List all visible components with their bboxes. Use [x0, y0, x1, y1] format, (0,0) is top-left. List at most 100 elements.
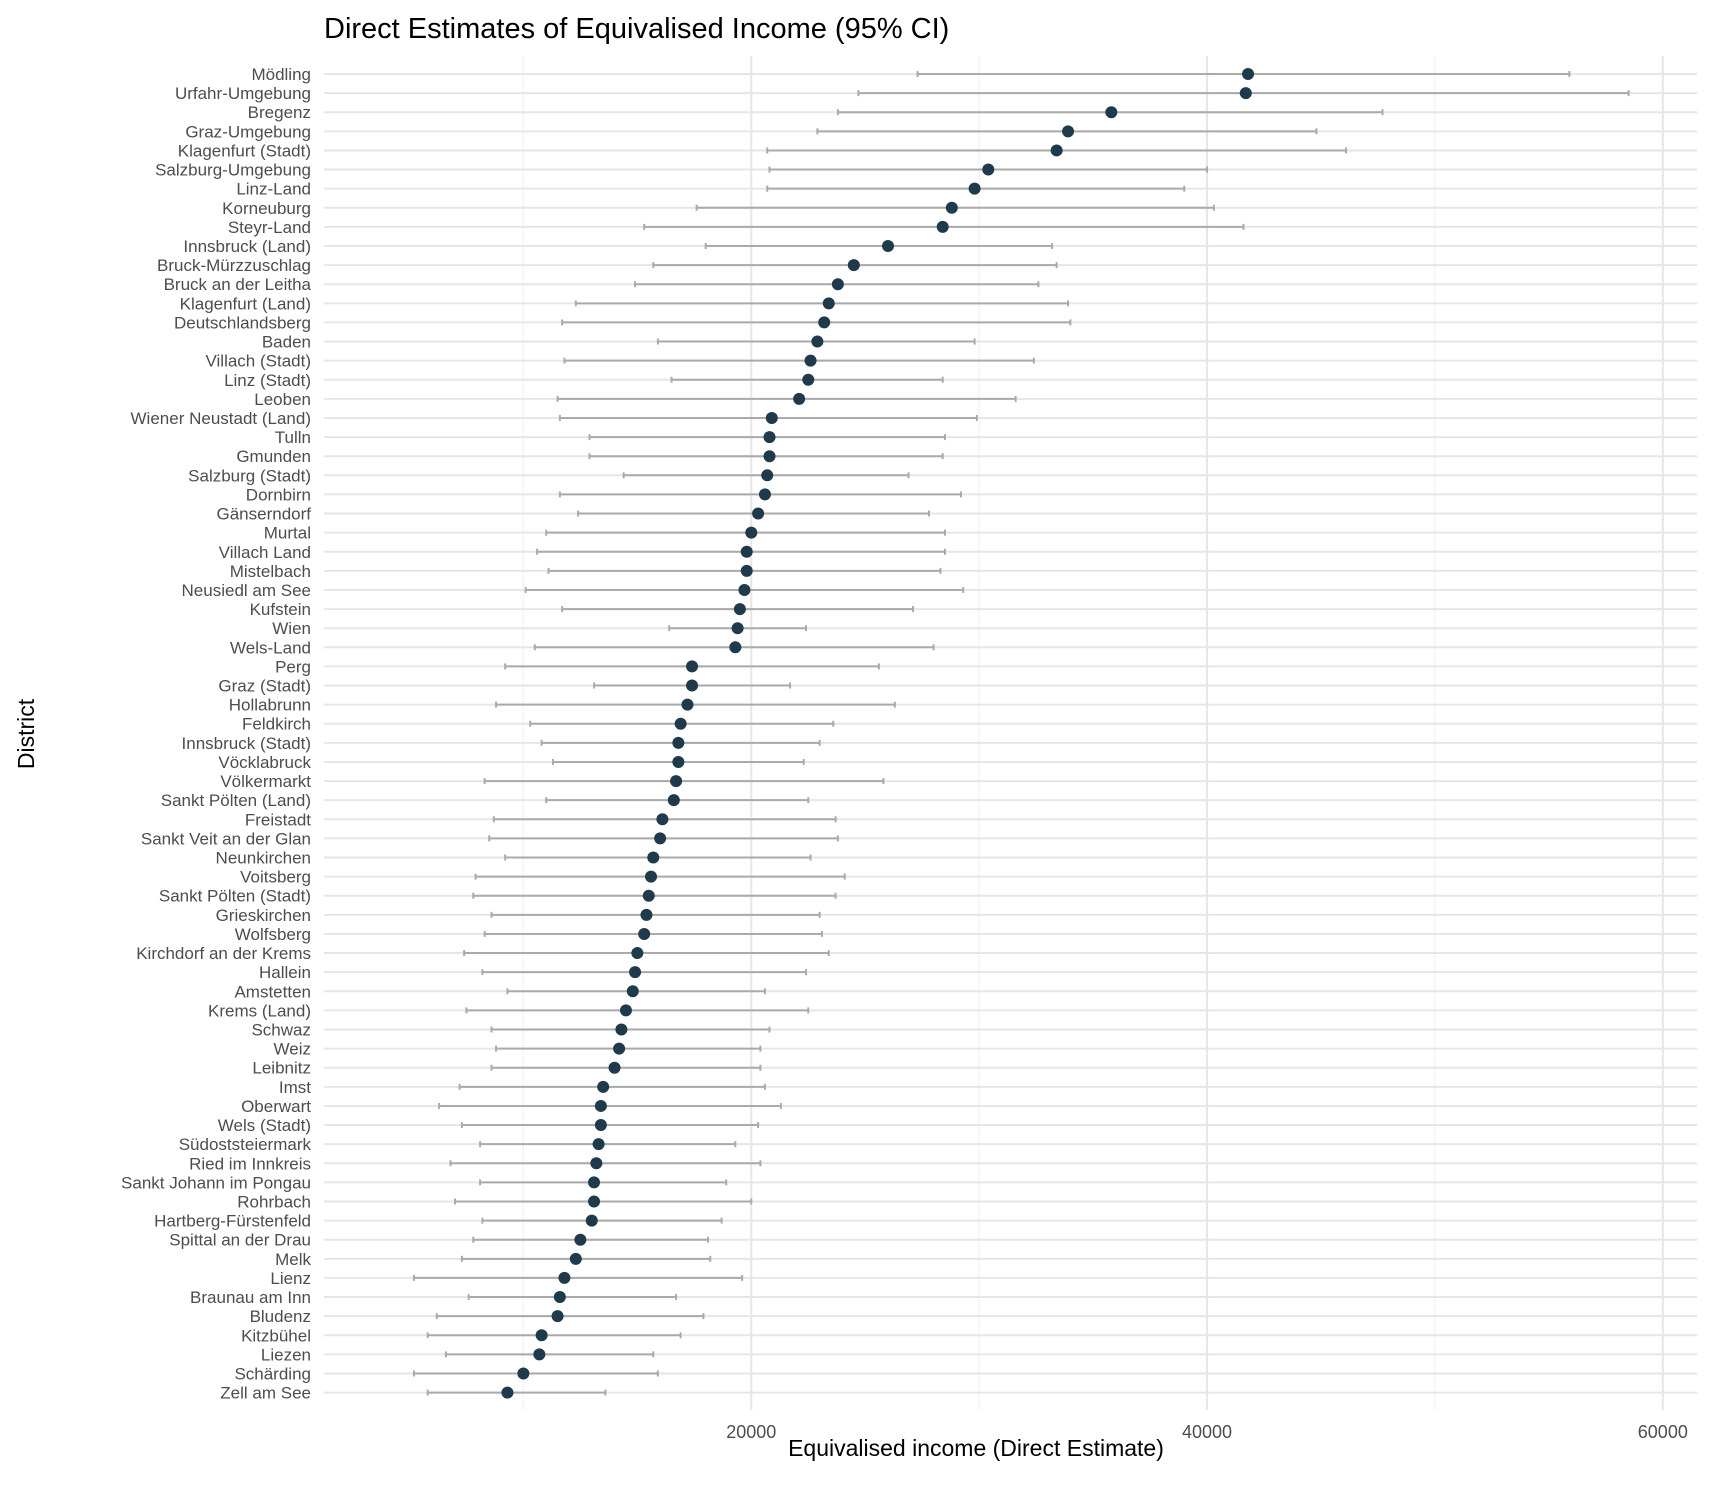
- estimate-point: [674, 717, 687, 730]
- estimate-point: [1062, 125, 1075, 138]
- y-tick-label: Salzburg-Umgebung: [155, 161, 311, 180]
- x-tick-label: 60000: [1638, 1422, 1688, 1442]
- y-axis-tick-labels: MödlingUrfahr-UmgebungBregenzGraz-Umgebu…: [121, 65, 312, 1403]
- estimate-point: [613, 1042, 626, 1055]
- estimate-point: [594, 1099, 607, 1112]
- estimate-point: [588, 1195, 601, 1208]
- y-tick-label: Tulln: [275, 428, 311, 447]
- y-tick-label: Kufstein: [250, 600, 311, 619]
- y-tick-label: Zell am See: [220, 1384, 311, 1403]
- estimate-point: [686, 660, 699, 673]
- y-tick-label: Schärding: [234, 1364, 311, 1383]
- y-tick-label: Villach (Stadt): [205, 352, 311, 371]
- x-axis-tick-labels: 20000 40000 60000: [726, 1422, 1688, 1442]
- y-tick-label: Hartberg-Fürstenfeld: [154, 1212, 311, 1231]
- y-tick-label: Sankt Veit an der Glan: [141, 829, 311, 848]
- y-tick-label: Gmunden: [236, 447, 311, 466]
- y-tick-label: Voitsberg: [240, 868, 311, 887]
- estimate-point: [761, 469, 774, 482]
- y-tick-label: Schwaz: [251, 1021, 311, 1040]
- estimate-point: [672, 736, 685, 749]
- chart-title: Direct Estimates of Equivalised Income (…: [324, 13, 949, 45]
- estimate-point: [594, 1119, 607, 1132]
- estimate-point: [558, 1271, 571, 1284]
- estimate-point: [763, 450, 776, 463]
- estimate-point: [638, 927, 651, 940]
- x-tick-label: 20000: [726, 1422, 776, 1442]
- estimate-point: [733, 603, 746, 616]
- estimate-point: [681, 698, 694, 711]
- estimate-point: [647, 851, 660, 864]
- estimate-point: [631, 947, 644, 960]
- estimate-point: [982, 163, 995, 176]
- estimate-point: [831, 278, 844, 291]
- y-axis-title: District: [13, 698, 39, 769]
- estimate-point: [585, 1214, 598, 1227]
- estimate-point: [758, 488, 771, 501]
- y-tick-label: Innsbruck (Stadt): [182, 734, 311, 753]
- estimate-point: [1242, 68, 1255, 80]
- y-tick-label: Feldkirch: [242, 715, 311, 734]
- estimate-point: [574, 1233, 587, 1246]
- estimate-point: [847, 259, 860, 272]
- estimate-point: [686, 679, 699, 692]
- estimate-point: [654, 832, 667, 845]
- y-tick-label: Sankt Pölten (Stadt): [159, 887, 311, 906]
- y-tick-label: Grieskirchen: [216, 906, 311, 925]
- y-tick-label: Leibnitz: [252, 1059, 311, 1078]
- estimate-point: [670, 775, 683, 788]
- y-tick-label: Bregenz: [248, 103, 311, 122]
- y-tick-label: Klagenfurt (Land): [180, 294, 311, 313]
- y-tick-label: Salzburg (Stadt): [188, 466, 311, 485]
- y-tick-label: Melk: [275, 1250, 311, 1269]
- y-tick-label: Südoststeiermark: [179, 1135, 312, 1154]
- estimate-point: [619, 1004, 632, 1017]
- estimate-point: [740, 564, 753, 577]
- y-tick-label: Krems (Land): [208, 1001, 311, 1020]
- estimate-point: [729, 641, 742, 654]
- y-tick-label: Kirchdorf an der Krems: [136, 944, 311, 963]
- y-tick-label: Bruck an der Leitha: [164, 275, 312, 294]
- estimate-point: [517, 1367, 530, 1380]
- estimate-point: [535, 1329, 548, 1342]
- estimate-point: [629, 966, 642, 979]
- estimate-point: [882, 239, 895, 252]
- y-tick-label: Braunau am Inn: [190, 1288, 311, 1307]
- y-tick-label: Ried im Innkreis: [189, 1154, 311, 1173]
- y-tick-label: Dornbirn: [246, 485, 311, 504]
- estimate-point: [818, 316, 831, 329]
- y-tick-label: Deutschlandsberg: [174, 313, 311, 332]
- y-tick-label: Spittal an der Drau: [169, 1231, 311, 1250]
- estimate-point: [592, 1138, 605, 1151]
- estimate-point: [667, 794, 680, 807]
- estimate-point: [1050, 144, 1063, 157]
- estimate-point: [752, 507, 765, 520]
- estimate-point: [968, 182, 981, 195]
- estimate-point: [642, 889, 655, 902]
- y-tick-label: Oberwart: [241, 1097, 311, 1116]
- y-tick-label: Sankt Pölten (Land): [161, 791, 311, 810]
- estimate-point: [590, 1157, 603, 1170]
- y-tick-label: Leoben: [254, 390, 311, 409]
- y-tick-label: Weiz: [274, 1040, 311, 1059]
- y-tick-label: Amstetten: [234, 982, 311, 1001]
- y-tick-label: Klagenfurt (Stadt): [178, 141, 311, 160]
- y-tick-label: Murtal: [264, 524, 311, 543]
- estimate-point: [811, 335, 824, 348]
- y-tick-label: Rohrbach: [237, 1192, 311, 1211]
- x-axis-title: Equivalised income (Direct Estimate): [788, 1435, 1164, 1461]
- y-tick-label: Korneuburg: [222, 199, 311, 218]
- y-tick-label: Bruck-Mürzzuschlag: [157, 256, 311, 275]
- estimate-point: [656, 813, 669, 826]
- estimate-point: [945, 201, 958, 214]
- y-tick-label: Hallein: [259, 963, 311, 982]
- estimate-point: [615, 1023, 628, 1036]
- y-tick-label: Liezen: [261, 1345, 311, 1364]
- y-tick-label: Mödling: [251, 65, 311, 84]
- estimate-point: [569, 1252, 582, 1265]
- y-tick-label: Bludenz: [250, 1307, 311, 1326]
- y-tick-label: Wien: [272, 619, 311, 638]
- estimate-point: [640, 908, 653, 921]
- estimate-point: [501, 1386, 514, 1399]
